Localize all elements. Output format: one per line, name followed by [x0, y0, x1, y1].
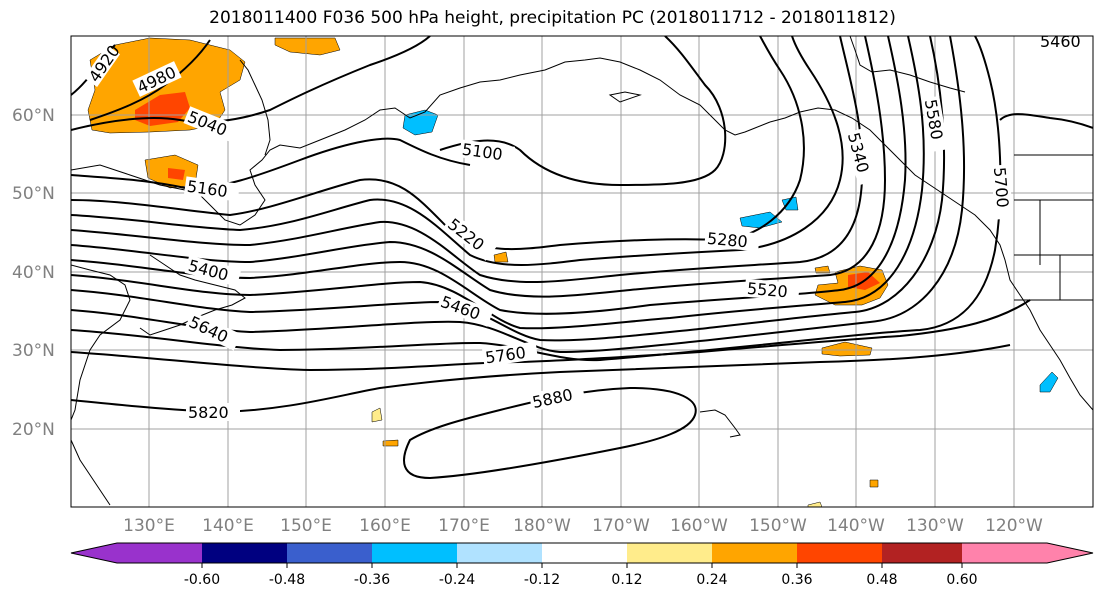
contour-5640	[71, 36, 966, 354]
precip-area-top	[274, 37, 341, 56]
precip-area-gulf-2	[821, 341, 873, 357]
precip-area-small-3	[382, 439, 399, 447]
contour-5520	[71, 36, 925, 330]
contour-5160	[71, 137, 471, 190]
precip-area-small-2	[371, 407, 383, 423]
coast-korea-china	[71, 264, 131, 421]
colorbar-label-012: 0.12	[611, 572, 642, 588]
contour-5040	[71, 36, 431, 131]
precip-area-small-1	[493, 251, 509, 263]
colorbar-swatch-1	[202, 543, 287, 563]
contour-5700-east	[999, 113, 1093, 129]
colorbar-label-060: 0.60	[946, 572, 977, 588]
coast-aleutians	[608, 91, 642, 103]
precip-area-small-6	[814, 265, 831, 274]
contour-5580	[71, 36, 946, 342]
lon-label-120w: 120°W	[985, 516, 1043, 536]
colorbar-swatch-9	[882, 543, 962, 563]
coast-kamchatka	[239, 59, 271, 156]
lon-label-160w: 160°W	[670, 516, 728, 536]
coast-alaska-north	[849, 36, 966, 93]
colorbar-label-024: 0.24	[696, 572, 727, 588]
lat-label-60n: 60°N	[12, 106, 55, 126]
latitude-labels: 60°N 50°N 40°N 30°N 20°N	[12, 106, 55, 440]
precip-area-kamchatka	[87, 37, 246, 134]
contour-5280	[71, 36, 844, 266]
colorbar-swatch-8	[797, 543, 882, 563]
lon-label-170w: 170°W	[592, 516, 650, 536]
state-borders	[1014, 154, 1093, 301]
colorbar-label-n012: -0.12	[524, 572, 560, 588]
map-title: 2018011400 F036 500 hPa height, precipit…	[209, 8, 896, 28]
graticule	[71, 36, 1093, 507]
precip-area-blue-1	[402, 109, 439, 136]
colorbar-extend-low	[71, 543, 117, 563]
precip-area-blue-2	[739, 211, 783, 229]
colorbar-swatch-10	[962, 543, 1047, 563]
lon-label-170e: 170°E	[438, 516, 490, 536]
coastlines	[71, 36, 1093, 506]
colorbar-label-048: 0.48	[866, 572, 897, 588]
colorbar-label-n036: -0.36	[354, 572, 390, 588]
colorbar-label-036: 0.36	[781, 572, 812, 588]
contour-label-5820: 5820	[188, 403, 229, 422]
coast-japan	[139, 254, 246, 336]
lon-label-130w: 130°W	[906, 516, 964, 536]
contour-label-5460-corner: 5460	[1040, 32, 1081, 51]
contour-label-5700: 5700	[990, 166, 1012, 208]
lon-label-140e: 140°E	[202, 516, 254, 536]
colorbar-outline	[70, 542, 1094, 564]
precip-area-blue-4	[1039, 371, 1059, 393]
lat-label-50n: 50°N	[12, 184, 55, 204]
map-frame	[70, 35, 1094, 508]
contour-5220	[71, 36, 805, 251]
colorbar-label-n024: -0.24	[439, 572, 475, 588]
colorbar-swatch-4	[457, 543, 542, 563]
contour-5100	[439, 36, 727, 187]
colorbar-ticks	[201, 563, 963, 568]
colorbar: -0.60 -0.48 -0.36 -0.24 -0.12 0.12 0.24 …	[70, 542, 1094, 588]
lon-label-150w: 150°W	[749, 516, 807, 536]
precip-area-small-5	[869, 479, 879, 488]
colorbar-swatch-3	[372, 543, 457, 563]
precip-area-small-4	[807, 501, 823, 507]
lat-label-20n: 20°N	[12, 420, 55, 440]
colorbar-swatch-6	[627, 543, 712, 563]
contour-5760	[71, 299, 1031, 372]
colorbar-swatch-2	[287, 543, 372, 563]
coast-alaska	[769, 107, 1093, 411]
lon-label-130e: 130°E	[123, 516, 175, 536]
colorbar-swatch-5	[542, 543, 627, 563]
lat-label-30n: 30°N	[12, 341, 55, 361]
coast-hawaii	[699, 409, 741, 438]
contour-label-5520: 5520	[746, 279, 788, 301]
lon-label-160e: 160°E	[359, 516, 411, 536]
coast-asia-north	[71, 57, 771, 226]
lon-label-140w: 140°W	[827, 516, 885, 536]
contour-5400	[71, 36, 887, 298]
colorbar-extend-high	[1047, 543, 1093, 563]
lon-label-180w: 180°W	[513, 516, 571, 536]
coast-taiwan-phil	[71, 439, 111, 506]
colorbar-swatch-7	[712, 543, 797, 563]
height-contours	[71, 36, 1093, 480]
contour-5460	[71, 36, 907, 315]
contour-label-5280: 5280	[706, 229, 748, 251]
contour-5340	[71, 36, 864, 284]
contour-5880	[403, 386, 697, 480]
lon-label-150e: 150°E	[280, 516, 332, 536]
lat-label-40n: 40°N	[12, 263, 55, 283]
colorbar-swatch-0	[117, 543, 202, 563]
precip-area-okhotsk-core	[168, 168, 185, 180]
colorbar-label-n060: -0.60	[184, 572, 220, 588]
longitude-labels: 130°E 140°E 150°E 160°E 170°E 180°W 170°…	[123, 516, 1043, 536]
colorbar-label-n048: -0.48	[269, 572, 305, 588]
